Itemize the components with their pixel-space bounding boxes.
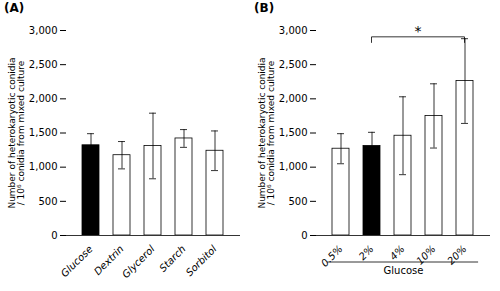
svg-text:Number of heterokaryotic conid: Number of heterokaryotic conidia/ 10⁶ co… xyxy=(257,57,276,208)
svg-text:0.5%: 0.5% xyxy=(319,243,345,269)
svg-text:1,500: 1,500 xyxy=(29,127,58,138)
svg-text:Starch: Starch xyxy=(157,243,188,274)
svg-text:Sorbitol: Sorbitol xyxy=(184,243,219,278)
svg-text:3,000: 3,000 xyxy=(279,25,308,36)
html-text:(B): (B) xyxy=(254,1,275,15)
svg-text:4%: 4% xyxy=(388,243,407,262)
svg-text:20%: 20% xyxy=(445,243,469,267)
svg-text:*: * xyxy=(415,23,422,39)
svg-text:2,500: 2,500 xyxy=(29,59,58,70)
svg-text:2,000: 2,000 xyxy=(29,93,58,104)
svg-text:1,000: 1,000 xyxy=(279,161,308,172)
svg-text:3,000: 3,000 xyxy=(29,25,58,36)
svg-text:Dextrin: Dextrin xyxy=(91,243,126,278)
svg-text:500: 500 xyxy=(38,196,57,207)
svg-text:2,000: 2,000 xyxy=(279,93,308,104)
svg-text:1,500: 1,500 xyxy=(279,127,308,138)
svg-text:10%: 10% xyxy=(414,243,438,267)
svg-text:2%: 2% xyxy=(357,243,376,262)
svg-text:0: 0 xyxy=(301,230,307,241)
svg-text:Glucose: Glucose xyxy=(384,265,424,276)
svg-text:0: 0 xyxy=(51,230,57,241)
svg-text:Number of heterokaryotic conid: Number of heterokaryotic conidia/ 10⁶ co… xyxy=(7,57,26,208)
svg-text:Glycerol: Glycerol xyxy=(120,243,157,280)
svg-text:2,500: 2,500 xyxy=(279,59,308,70)
html-text:(A): (A) xyxy=(4,1,25,15)
svg-text:1,000: 1,000 xyxy=(29,161,58,172)
svg-text:Glucose: Glucose xyxy=(59,243,95,279)
svg-text:500: 500 xyxy=(288,196,307,207)
